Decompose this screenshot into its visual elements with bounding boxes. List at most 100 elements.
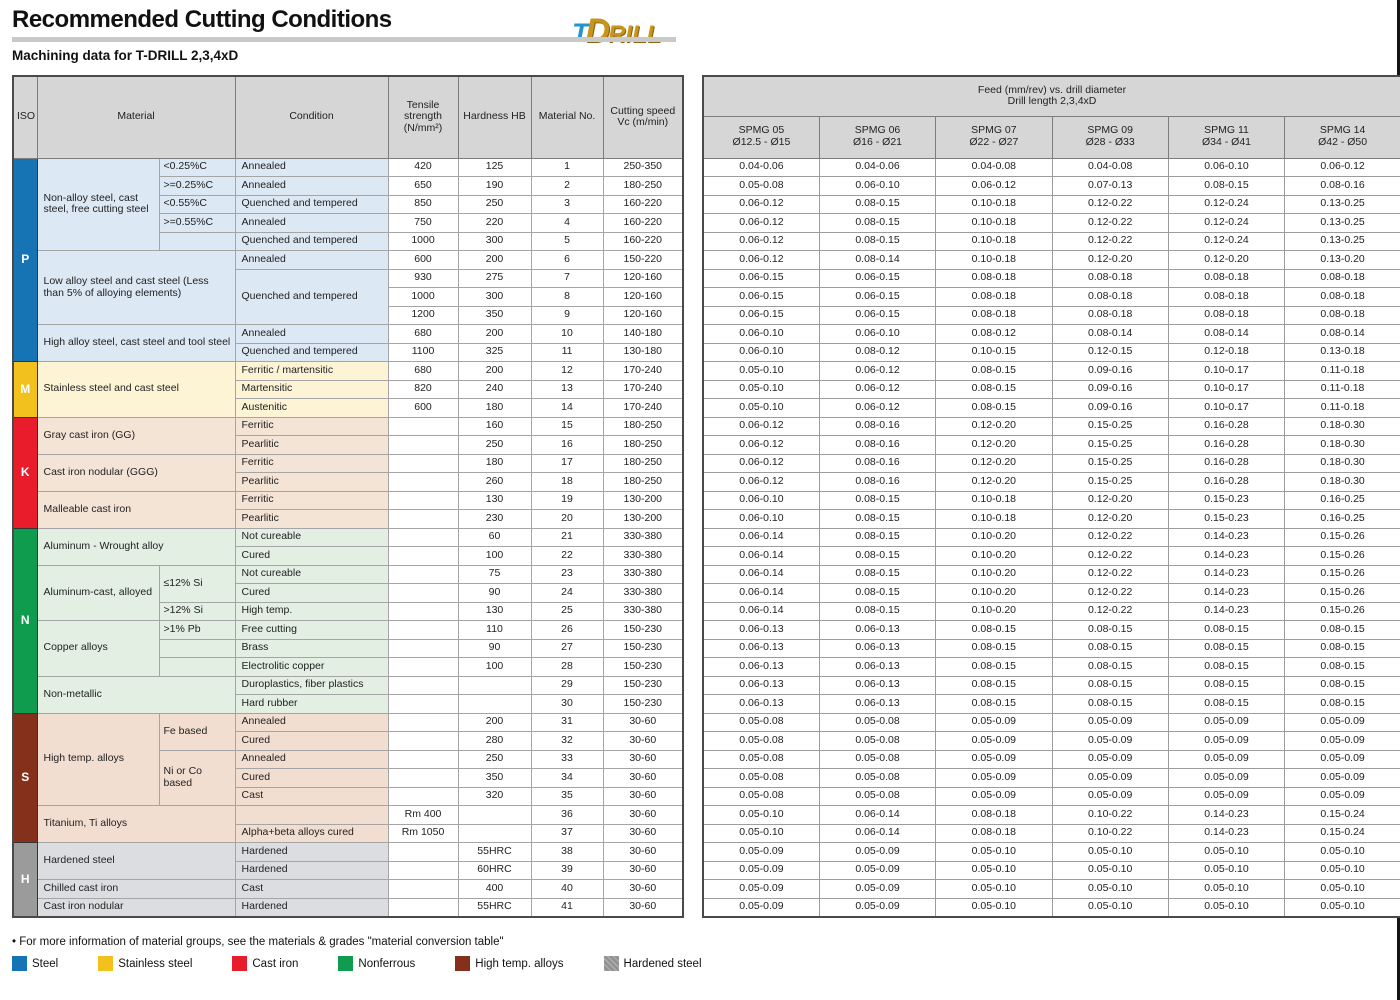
legend-label: High temp. alloys	[475, 957, 564, 970]
feed-row: 0.06-0.12 0.08-0.16 0.12-0.20 0.15-0.25 0.16…	[702, 472, 1400, 492]
feed-cell: 0.08-0.15	[1167, 176, 1286, 196]
feed-cell: 0.08-0.12	[935, 324, 1053, 344]
material-cell: Aluminum-cast, alloyed	[36, 564, 160, 621]
feed-title-line2: Drill length 2,3,4xD	[1007, 95, 1097, 108]
hardness-cell: 125	[457, 157, 532, 177]
material-cell: Cast iron nodular (GGG)	[36, 453, 236, 492]
feed-cell: 0.04-0.08	[935, 157, 1053, 177]
feed-title-line1: Feed (mm/rev) vs. drill diameter	[977, 83, 1127, 96]
material-spec-cell: >12% Si	[158, 601, 236, 621]
feed-cell: 0.06-0.12	[1284, 157, 1400, 177]
subtitle: Machining data for T-DRILL 2,3,4xD	[12, 48, 239, 63]
feed-cell: 0.18-0.30	[1284, 435, 1400, 455]
material-cell: Aluminum - Wrought alloy	[36, 527, 236, 566]
cutting-speed-cell: 150-230	[602, 638, 684, 658]
feed-cell: 0.06-0.15	[818, 268, 937, 288]
feed-cell: 0.08-0.15	[1167, 620, 1286, 640]
feed-cell: 0.10-0.20	[935, 527, 1053, 547]
condition-cell: Annealed	[234, 157, 389, 177]
feed-cell: 0.06-0.10	[1167, 157, 1286, 177]
cutting-speed-cell: 30-60	[602, 712, 684, 732]
tensile-cell	[387, 694, 459, 714]
feed-cell: 0.08-0.16	[818, 453, 937, 473]
feed-cell: 0.05-0.09	[1167, 786, 1286, 806]
feed-row: 0.05-0.08 0.05-0.08 0.05-0.09 0.05-0.09 0.05…	[702, 768, 1400, 788]
hardness-cell: 300	[457, 287, 532, 307]
feed-cell: 0.09-0.16	[1051, 379, 1169, 399]
feed-row: 0.06-0.10 0.06-0.10 0.08-0.12 0.08-0.14 0.08…	[702, 324, 1400, 344]
material-row: 1200 350 9 120-160	[13, 305, 684, 325]
material-cell: Low alloy steel and cast steel (Less tha…	[36, 250, 236, 325]
feed-cell: 0.06-0.14	[702, 564, 820, 584]
feed-cell: 0.05-0.08	[818, 768, 937, 788]
feed-cell: 0.05-0.09	[1167, 768, 1286, 788]
feed-cell: 0.05-0.10	[935, 897, 1053, 917]
material-cell: Titanium, Ti alloys	[36, 805, 236, 843]
cutting-speed-cell: 330-380	[602, 546, 684, 566]
feed-cell: 0.06-0.15	[702, 268, 820, 288]
feed-cell: 0.05-0.10	[1284, 879, 1400, 899]
material-row: 1000 300 8 120-160	[13, 287, 684, 307]
feed-cell: 0.08-0.15	[935, 398, 1053, 418]
feed-cell: 0.06-0.14	[702, 583, 820, 603]
feed-cell: 0.12-0.20	[935, 435, 1053, 455]
legend-label: Steel	[32, 957, 59, 970]
feed-cell: 0.08-0.15	[818, 527, 937, 547]
feed-cell: 0.15-0.25	[1051, 416, 1169, 436]
feed-cell: 0.13-0.20	[1284, 250, 1400, 270]
feed-cell: 0.05-0.09	[1284, 712, 1400, 732]
feed-cell: 0.08-0.15	[1051, 620, 1169, 640]
material-row: M Stainless steel and cast steel Ferritic …	[12, 361, 684, 418]
material-row: K Gray cast iron (GG) Ferritic 160 15 180-250	[12, 416, 684, 529]
condition-cell: Ferritic	[234, 490, 389, 510]
cutting-speed-cell: 30-60	[602, 879, 684, 899]
feed-cell: 0.08-0.14	[818, 250, 937, 270]
feed-cell: 0.05-0.09	[935, 768, 1053, 788]
feed-cell: 0.15-0.26	[1284, 527, 1400, 547]
feed-row: 0.06-0.13 0.06-0.13 0.08-0.15 0.08-0.15 0.08…	[702, 657, 1400, 677]
feed-cell: 0.14-0.23	[1167, 527, 1286, 547]
material-spec-cell: >=0.55%C	[158, 213, 236, 233]
material-no-cell: 27	[530, 638, 604, 658]
feed-cell: 0.05-0.10	[702, 398, 820, 418]
feed-row: 0.06-0.10 0.08-0.12 0.10-0.15 0.12-0.15 0.12…	[702, 342, 1400, 362]
condition-cell: Ferritic	[234, 416, 389, 436]
hardness-cell: 400	[457, 879, 532, 899]
condition-cell: Annealed	[234, 250, 389, 270]
tensile-cell	[387, 786, 459, 806]
material-no-cell: 2	[530, 176, 604, 196]
tensile-cell: 600	[387, 250, 459, 270]
feed-row: 0.05-0.08 0.06-0.10 0.06-0.12 0.07-0.13 0.08…	[702, 176, 1400, 196]
feed-cell: 0.10-0.20	[935, 601, 1053, 621]
material-no-cell: 22	[530, 546, 604, 566]
feed-cell: 0.10-0.18	[935, 250, 1053, 270]
feed-cell: 0.08-0.15	[818, 601, 937, 621]
hardness-cell: 190	[457, 176, 532, 196]
cutting-speed-cell: 150-220	[602, 250, 684, 270]
feed-row: 0.05-0.08 0.05-0.08 0.05-0.09 0.05-0.09 0.05…	[702, 712, 1400, 732]
feed-cell: 0.06-0.15	[818, 287, 937, 307]
feed-row: 0.06-0.15 0.06-0.15 0.08-0.18 0.08-0.18 0.08…	[702, 305, 1400, 325]
feed-row: 0.06-0.12 0.08-0.16 0.12-0.20 0.15-0.25 0.16…	[702, 453, 1400, 473]
feed-cell: 0.05-0.08	[818, 712, 937, 732]
feed-cell: 0.12-0.24	[1167, 194, 1286, 214]
feed-cell: 0.08-0.16	[818, 416, 937, 436]
feed-cell: 0.05-0.09	[1284, 768, 1400, 788]
condition-cell: Cured	[234, 583, 389, 603]
feed-cell: 0.10-0.18	[935, 490, 1053, 510]
feed-cell: 0.14-0.23	[1167, 546, 1286, 566]
feed-cell: 0.04-0.06	[702, 157, 820, 177]
feed-cell: 0.12-0.22	[1051, 527, 1169, 547]
material-spec-cell	[158, 657, 236, 677]
condition-cell: Cured	[234, 731, 389, 751]
feed-cell: 0.12-0.18	[1167, 342, 1286, 362]
material-row: Cast 320 35 30-60	[13, 786, 684, 806]
feed-cell: 0.05-0.10	[935, 842, 1053, 862]
tensile-cell	[387, 657, 459, 677]
iso-group-cell: N	[12, 527, 38, 714]
legend-label: Cast iron	[252, 957, 299, 970]
material-cell: Malleable cast iron	[36, 490, 236, 529]
material-row: Titanium, Ti alloys Rm 400 36 30-60	[13, 805, 684, 843]
feed-cell: 0.13-0.18	[1284, 342, 1400, 362]
feed-cell: 0.08-0.15	[1051, 638, 1169, 658]
